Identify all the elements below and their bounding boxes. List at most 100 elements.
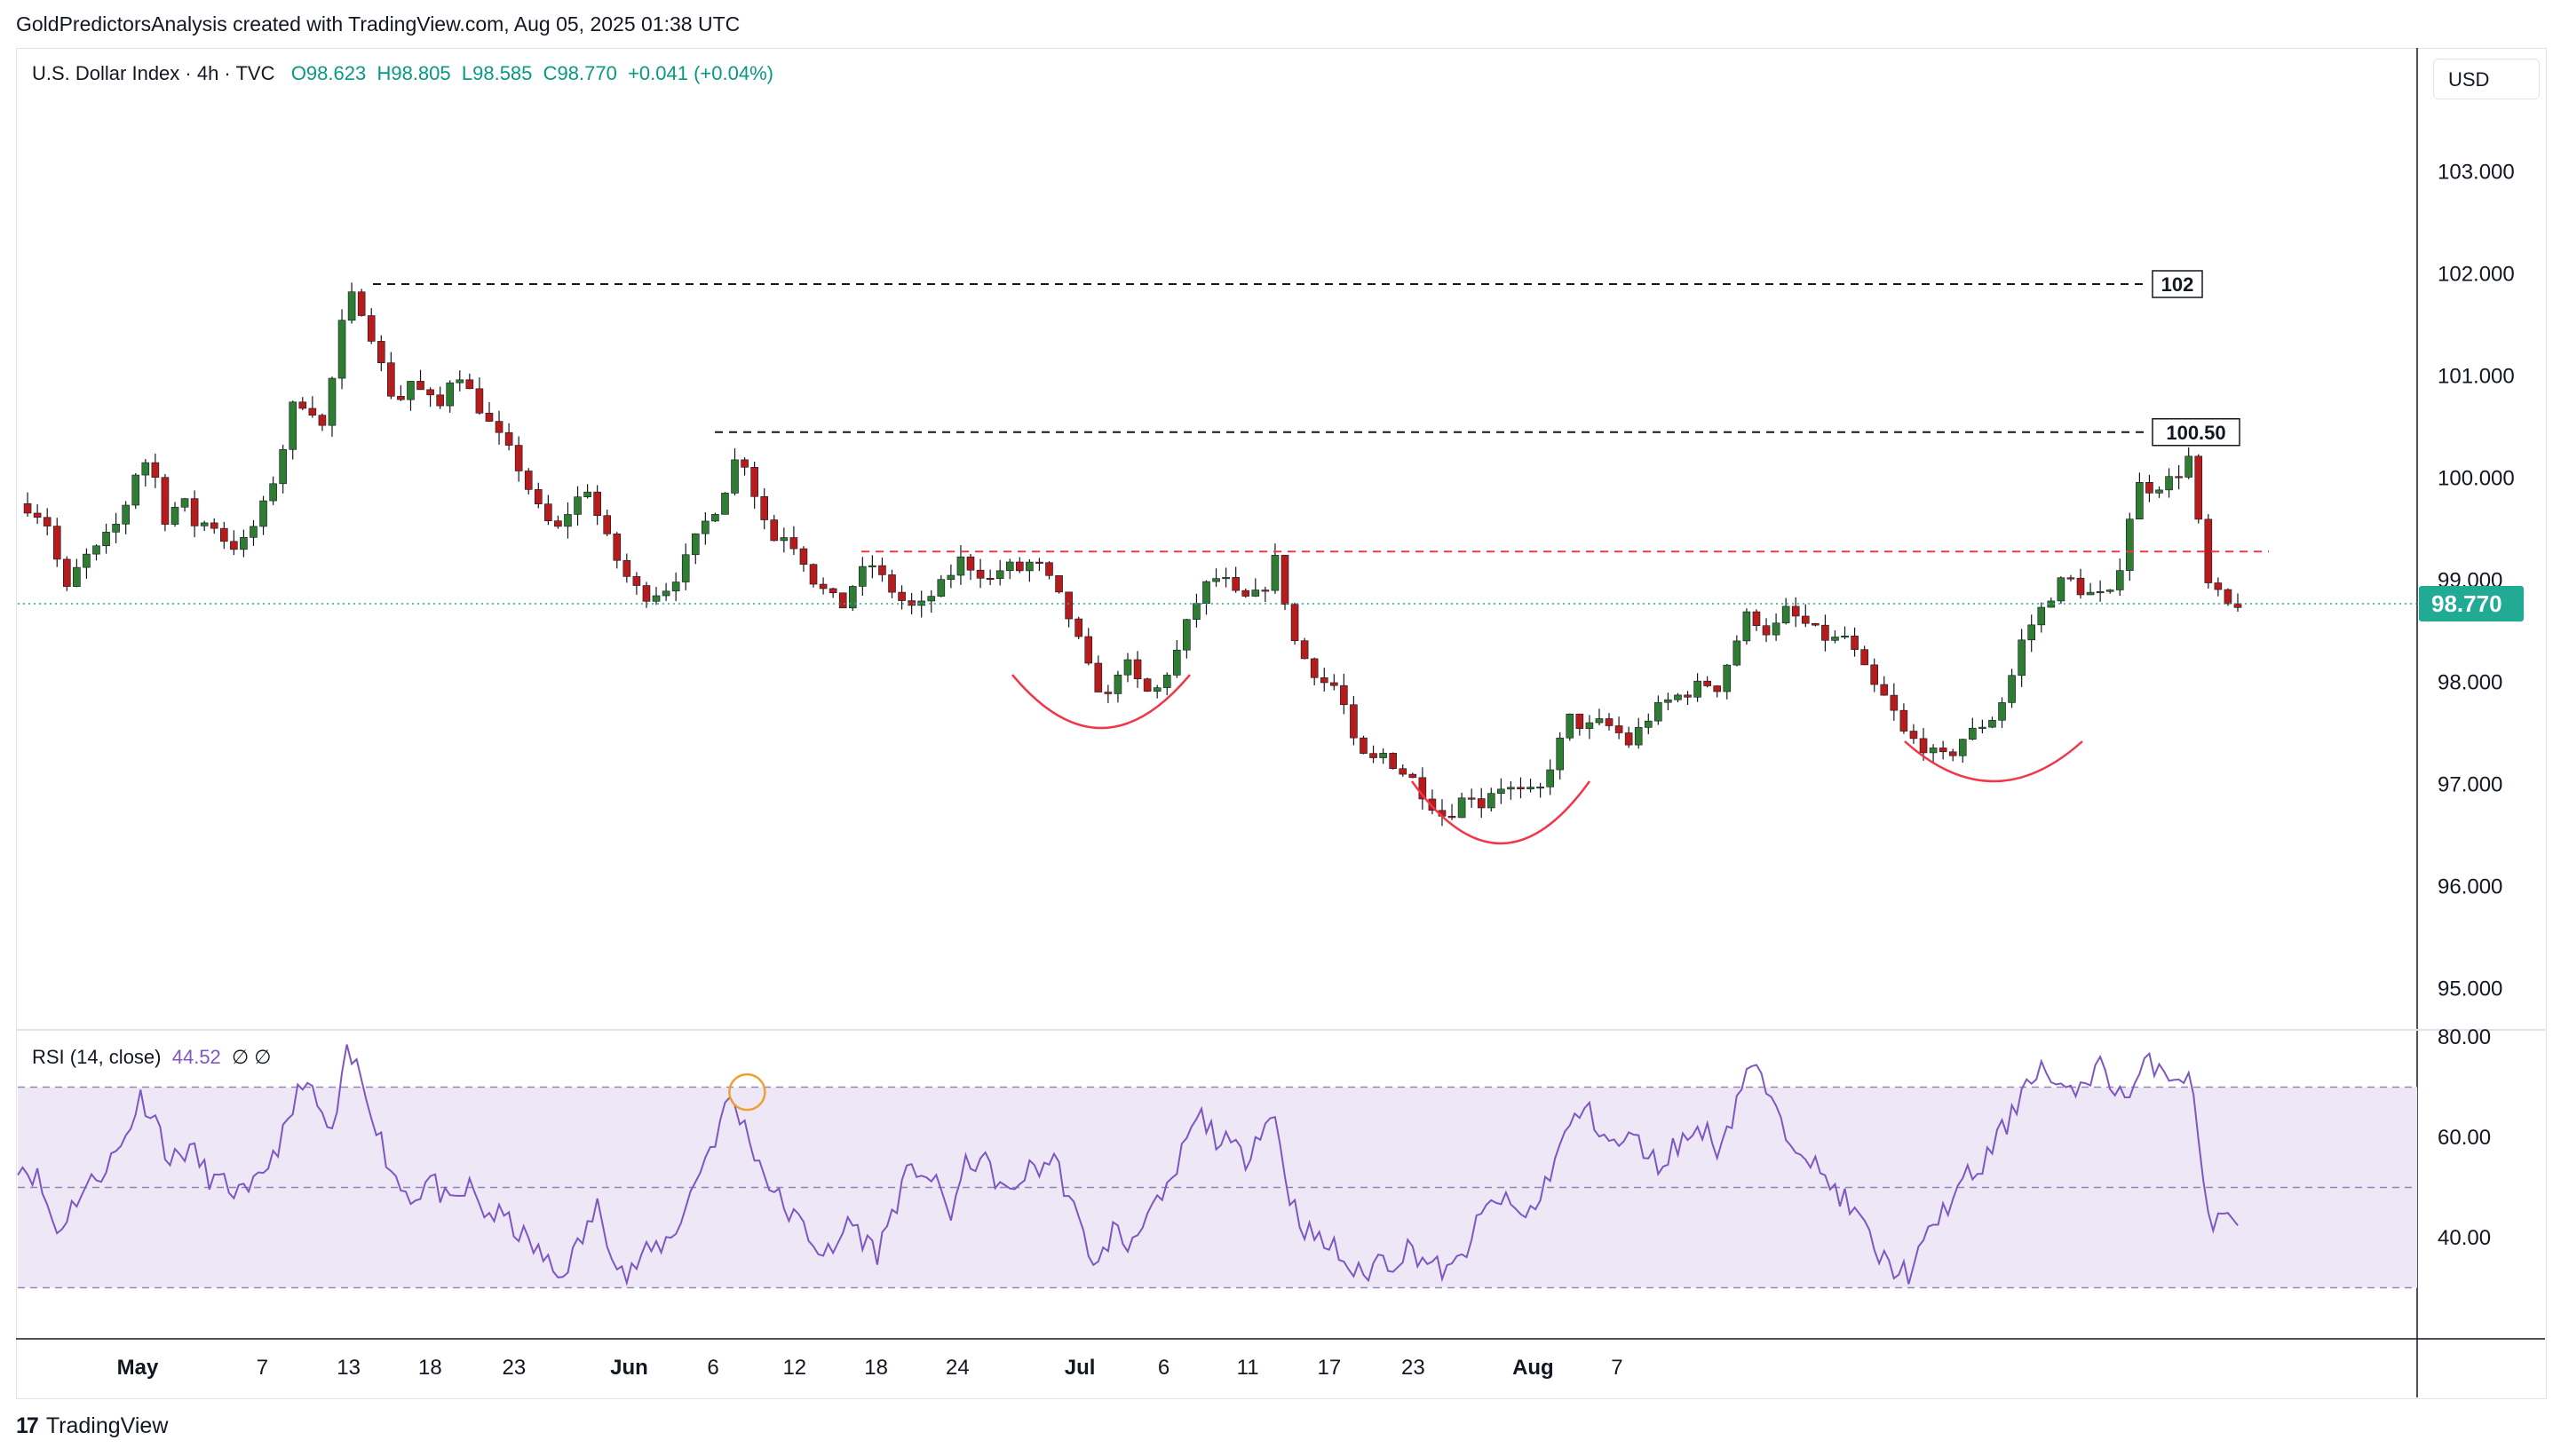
candle-up [131, 474, 140, 506]
candle-up [259, 500, 267, 527]
candle-down [1241, 590, 1250, 597]
candle-up [1732, 640, 1741, 666]
rsi-tick-label: 60.00 [2438, 1126, 2491, 1150]
candle-up [1173, 649, 1181, 676]
time-tick-label: Aug [1512, 1356, 1554, 1380]
candle-down [504, 431, 513, 446]
candle-up [170, 506, 179, 525]
candle-up [1585, 722, 1594, 729]
candle-down [2175, 476, 2183, 479]
candle-up [180, 498, 189, 508]
candles [23, 282, 2242, 827]
candle-down [52, 526, 61, 560]
time-tick-label: May [117, 1356, 159, 1380]
candle-down [2214, 582, 2223, 590]
candle-up [652, 595, 661, 602]
candle-down [397, 395, 405, 400]
candle-down [976, 569, 985, 579]
candle-up [289, 401, 297, 450]
candle-up [112, 524, 120, 533]
candle-up [2136, 481, 2144, 520]
price-tick-label: 101.000 [2438, 365, 2515, 389]
candle-down [1801, 615, 1810, 624]
candle-up [1005, 561, 1014, 572]
candle-up [1026, 561, 1034, 572]
candle-up [1831, 637, 1839, 641]
candle-up [848, 586, 857, 609]
candle-down [799, 548, 808, 566]
candle-up [250, 526, 258, 538]
candle-up [1212, 578, 1220, 582]
candle-up [1723, 664, 1732, 692]
candle-up [279, 449, 287, 485]
candle-down [1330, 682, 1338, 686]
candle-down [1624, 732, 1633, 746]
candle-down [190, 498, 199, 526]
candle-up [1507, 787, 1515, 790]
candle-up [200, 522, 209, 526]
time-tick-label: Jun [610, 1356, 648, 1380]
candle-up [446, 382, 455, 407]
candle-down [1360, 737, 1368, 754]
candle-up [1988, 719, 1996, 728]
candle-up [731, 459, 739, 494]
candle-up [1202, 581, 1210, 605]
candle-up [1693, 680, 1701, 698]
candle-down [1575, 713, 1584, 729]
candle-up [1644, 720, 1653, 728]
candle-down [23, 502, 32, 514]
candle-down [1399, 768, 1407, 775]
candle-down [308, 408, 317, 415]
legend-open: O98.623 [290, 62, 367, 84]
candle-up [1162, 675, 1171, 688]
candle-down [1713, 685, 1722, 692]
candle-down [1143, 678, 1152, 692]
candle-down [838, 592, 847, 609]
candle-up [574, 496, 582, 515]
candle-down [2076, 577, 2085, 596]
price-tick-label: 102.000 [2438, 263, 2515, 287]
candle-up [2018, 639, 2026, 677]
time-tick-label: 18 [418, 1356, 442, 1380]
candle-down [1703, 680, 1711, 686]
currency-button[interactable]: USD [2433, 59, 2540, 99]
candle-up [1536, 787, 1544, 789]
candle-up [583, 491, 591, 497]
candle-down [1369, 753, 1377, 758]
candle-up [2155, 489, 2163, 494]
candle-down [1280, 555, 1289, 605]
candle-down [1320, 677, 1328, 684]
candle-down [622, 559, 631, 577]
candle-up [347, 291, 356, 320]
candle-up [1595, 718, 1604, 724]
candle-down [741, 459, 749, 468]
candle-up [1271, 555, 1280, 591]
candle-down [2145, 481, 2153, 494]
candle-down [524, 471, 533, 490]
candle-down [1350, 704, 1358, 739]
candle-down [1290, 604, 1299, 641]
time-tick-label: 6 [1158, 1356, 1169, 1380]
cup-arc-2 [1904, 740, 2083, 783]
candle-up [83, 553, 91, 568]
candle-up [2105, 590, 2114, 592]
candle-down [230, 541, 238, 550]
candle-down [1065, 591, 1073, 620]
candle-up [1556, 737, 1565, 771]
candle-down [33, 512, 42, 518]
candle-down [613, 534, 622, 561]
candle-down [1232, 577, 1240, 591]
candle-up [937, 579, 946, 597]
candle-down [1762, 625, 1771, 636]
candle-up [1153, 687, 1162, 692]
candle-up [927, 596, 936, 602]
candle-down [1752, 611, 1761, 627]
candle-down [357, 291, 366, 316]
candle-down [1939, 748, 1947, 753]
candle-up [681, 554, 690, 582]
candle-down [809, 564, 818, 585]
time-tick-label: 6 [707, 1356, 718, 1380]
candle-down [298, 401, 307, 409]
time-tick-label: 7 [257, 1356, 268, 1380]
